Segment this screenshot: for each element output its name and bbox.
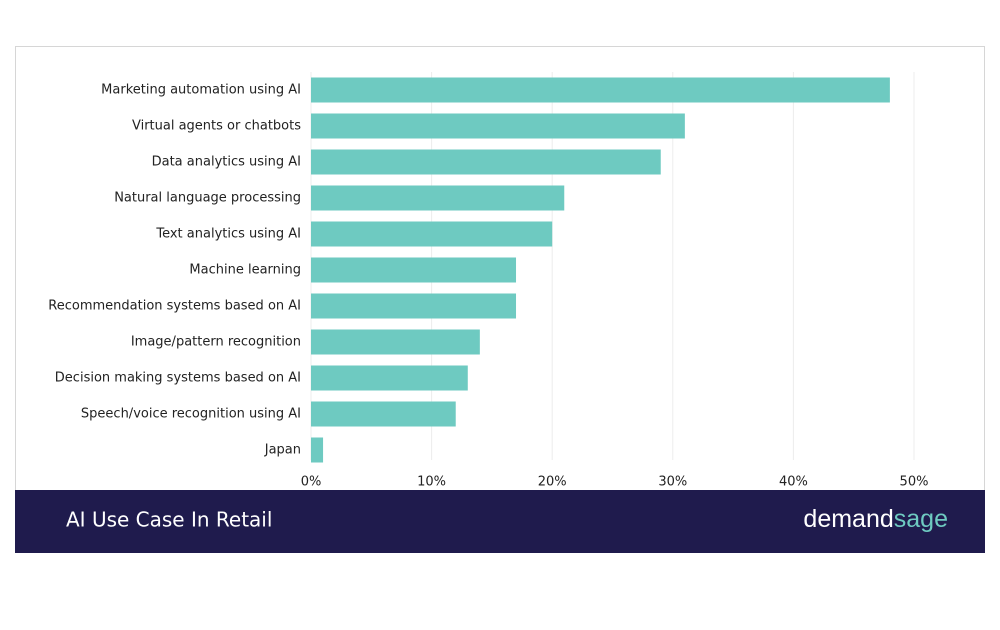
bar — [311, 401, 456, 427]
bar — [311, 77, 890, 103]
brand-logo: demandsage — [803, 505, 948, 533]
y-tick-label: Speech/voice recognition using AI — [81, 407, 301, 422]
footer-band — [15, 490, 985, 553]
chart-title: AI Use Case In Retail — [66, 508, 272, 532]
y-tick-label: Data analytics using AI — [152, 155, 301, 170]
plot-area: 0% 10% 20% 30% 40% 50% Marketing automation us… — [48, 72, 928, 490]
y-tick-label: Text analytics using AI — [155, 227, 301, 242]
x-tick-label: 10% — [417, 475, 446, 490]
bar — [311, 113, 685, 139]
bar — [311, 149, 661, 175]
y-tick-label: Japan — [264, 443, 301, 458]
x-tick-label: 30% — [658, 475, 687, 490]
y-tick-label: Recommendation systems based on AI — [48, 299, 301, 314]
bar — [311, 185, 565, 211]
bar — [311, 221, 553, 247]
x-tick-label: 20% — [538, 475, 567, 490]
bar — [311, 365, 468, 391]
y-tick-label: Virtual agents or chatbots — [132, 119, 301, 134]
bar — [311, 329, 480, 355]
bar — [311, 437, 324, 463]
x-tick-label: 40% — [779, 475, 808, 490]
y-tick-label: Marketing automation using AI — [101, 83, 301, 98]
y-tick-label: Decision making systems based on AI — [55, 371, 301, 386]
bar — [311, 257, 517, 283]
y-tick-label: Image/pattern recognition — [131, 335, 301, 350]
y-tick-label: Machine learning — [189, 263, 301, 278]
brand-part: sage — [894, 505, 948, 533]
x-tick-label: 0% — [301, 475, 322, 490]
x-tick-label: 50% — [900, 475, 929, 490]
bar — [311, 293, 517, 319]
y-tick-label: Natural language processing — [114, 191, 301, 206]
brand-part: demand — [803, 505, 893, 533]
